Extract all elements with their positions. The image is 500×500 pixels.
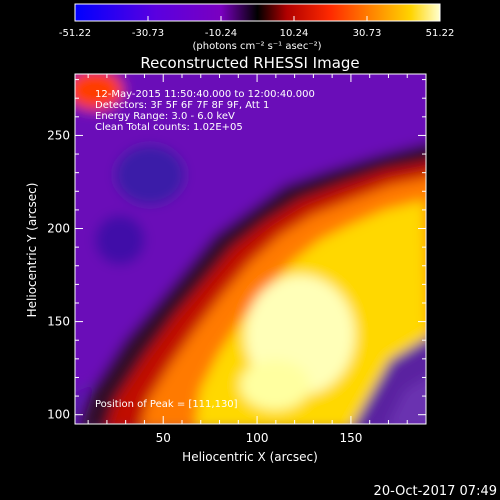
- annotation-time: 12-May-2015 11:50:40.000 to 12:00:40.000: [95, 89, 315, 100]
- x-tick-label: 150: [339, 431, 362, 445]
- colorbar-tick-label: 30.73: [353, 28, 382, 39]
- colorbar-tick-label: -10.24: [205, 28, 237, 39]
- x-axis-label: Heliocentric X (arcsec): [182, 450, 318, 464]
- annotations: 12-May-2015 11:50:40.000 to 12:00:40.000…: [95, 89, 315, 410]
- y-tick-label: 200: [47, 222, 70, 236]
- x-axis-ticks: 50 100 150: [87, 74, 427, 445]
- chart-title: Reconstructed RHESSI Image: [140, 54, 359, 72]
- x-tick-label: 100: [246, 431, 269, 445]
- y-tick-label: 150: [47, 315, 70, 329]
- colorbar-tick-label: 10.24: [280, 28, 309, 39]
- y-axis-label: Heliocentric Y (arcsec): [25, 183, 39, 318]
- colorbar-tick-label: 51.22: [426, 28, 455, 39]
- annotation-energy: Energy Range: 3.0 - 6.0 keV: [95, 111, 235, 122]
- colorbar-unit-label: (photons cm⁻² s⁻¹ asec⁻²): [192, 41, 321, 52]
- annotation-peak: Position of Peak = [111,130]: [95, 399, 238, 410]
- annotation-detectors: Detectors: 3F 5F 6F 7F 8F 9F, Att 1: [95, 100, 269, 111]
- heatmap-image: [75, 74, 426, 424]
- footer-timestamp: 20-Oct-2017 07:49: [374, 484, 497, 499]
- x-tick-label: 50: [156, 431, 171, 445]
- plot-frame: [74, 73, 427, 425]
- y-tick-label: 250: [47, 128, 70, 142]
- colorbar-tick-label: -30.73: [132, 28, 164, 39]
- y-tick-label: 100: [47, 408, 70, 422]
- annotation-clean: Clean Total counts: 1.02E+05: [95, 122, 243, 133]
- y-axis-ticks: 100 150 200 250: [47, 79, 426, 422]
- colorbar-tick-label: -51.22: [59, 28, 91, 39]
- colorbar-ticks: -51.22 -30.73 -10.24 10.24 30.73 51.22: [59, 16, 454, 39]
- colorbar: [74, 3, 441, 22]
